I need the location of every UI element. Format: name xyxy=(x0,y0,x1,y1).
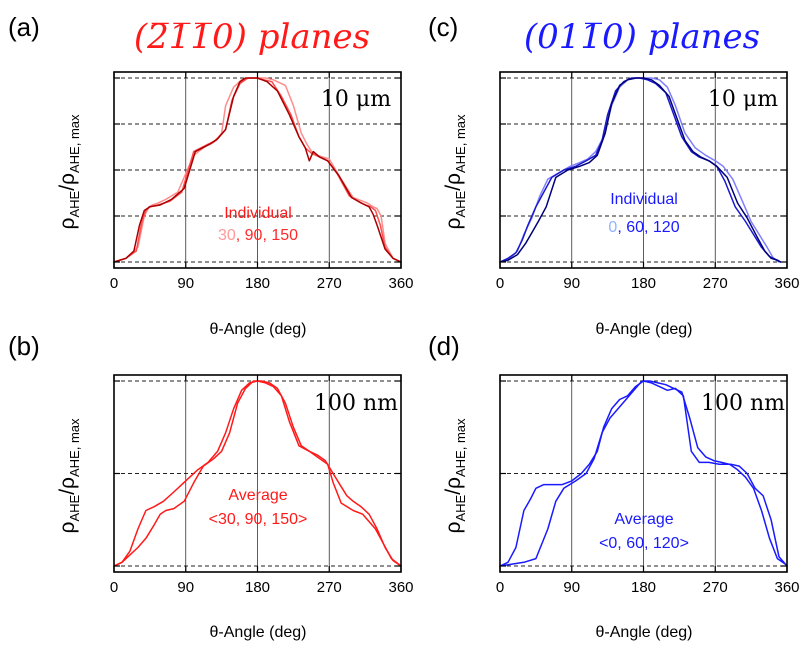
x-tick-label: 270 xyxy=(317,275,342,292)
x-tick-label: 270 xyxy=(703,579,728,596)
panel-c: (c) (011̅0) planes 0 90 180 270 360 θ-Angle (de… xyxy=(428,12,800,338)
y-axis-label: ρAHE/ρAHE, max xyxy=(442,114,468,229)
x-tick-label: 270 xyxy=(703,275,728,292)
x-tick-label: 180 xyxy=(245,275,270,292)
panel-d: (d) 0 90 180 270 360 θ-Angle (deg) ρAHE/ρAHE, m… xyxy=(428,331,800,641)
inset-title: Individual xyxy=(610,191,678,208)
x-tick-label: 360 xyxy=(388,275,413,292)
x-tick-label: 0 xyxy=(110,275,118,292)
size-annotation: 100 nm xyxy=(314,391,398,416)
size-annotation: 10 μm xyxy=(708,87,778,112)
inset-values: <0, 60, 120> xyxy=(599,535,689,552)
panel-letter: (a) xyxy=(8,12,40,42)
panel-b: (b) 0 90 180 270 360 θ-Angle (deg) ρAHE/ρAHE, m… xyxy=(8,331,414,641)
x-tick-label: 360 xyxy=(388,579,413,596)
x-tick-label: 180 xyxy=(631,275,656,292)
size-annotation: 10 μm xyxy=(321,87,391,112)
inset-values: 0, 60, 120 xyxy=(608,219,679,236)
y-axis-label: ρAHE/ρAHE, max xyxy=(442,418,468,533)
inset-title: Average xyxy=(614,511,673,528)
panel-letter: (d) xyxy=(428,331,460,361)
x-axis-label: θ-Angle (deg) xyxy=(210,321,307,338)
inset-values: <30, 90, 150> xyxy=(209,511,308,528)
series-line-1 xyxy=(113,77,402,263)
panel-title: (011̅0) planes xyxy=(524,17,760,57)
x-tick-label: 180 xyxy=(631,579,656,596)
inset-values: 30, 90, 150 xyxy=(218,227,298,244)
inset-title: Average xyxy=(228,487,287,504)
x-tick-label: 360 xyxy=(774,579,799,596)
x-tick-label: 90 xyxy=(177,275,194,292)
panel-a: (a) (2̅1̅1̅0) planes 0 90 180 270 360 θ-Angle (… xyxy=(8,12,414,338)
panel-letter: (c) xyxy=(428,12,458,42)
x-tick-label: 270 xyxy=(317,579,342,596)
series-line-2 xyxy=(499,380,788,567)
x-axis-label: θ-Angle (deg) xyxy=(210,624,307,641)
x-tick-label: 0 xyxy=(496,579,504,596)
x-axis-label: θ-Angle (deg) xyxy=(596,624,693,641)
x-tick-label: 180 xyxy=(245,579,270,596)
panel-letter: (b) xyxy=(8,331,40,361)
x-tick-label: 0 xyxy=(496,275,504,292)
size-annotation: 100 nm xyxy=(701,391,785,416)
x-tick-label: 90 xyxy=(563,275,580,292)
y-axis-label: ρAHE/ρAHE, max xyxy=(56,114,82,229)
series-line-1 xyxy=(113,380,402,567)
x-tick-label: 90 xyxy=(563,579,580,596)
x-tick-label: 0 xyxy=(110,579,118,596)
x-tick-label: 90 xyxy=(177,579,194,596)
x-axis-label: θ-Angle (deg) xyxy=(596,321,693,338)
panel-title: (2̅1̅1̅0) planes xyxy=(134,17,370,57)
y-axis-label: ρAHE/ρAHE, max xyxy=(56,418,82,533)
x-tick-label: 360 xyxy=(774,275,799,292)
series-line-3 xyxy=(113,77,402,263)
inset-title: Individual xyxy=(224,205,292,222)
